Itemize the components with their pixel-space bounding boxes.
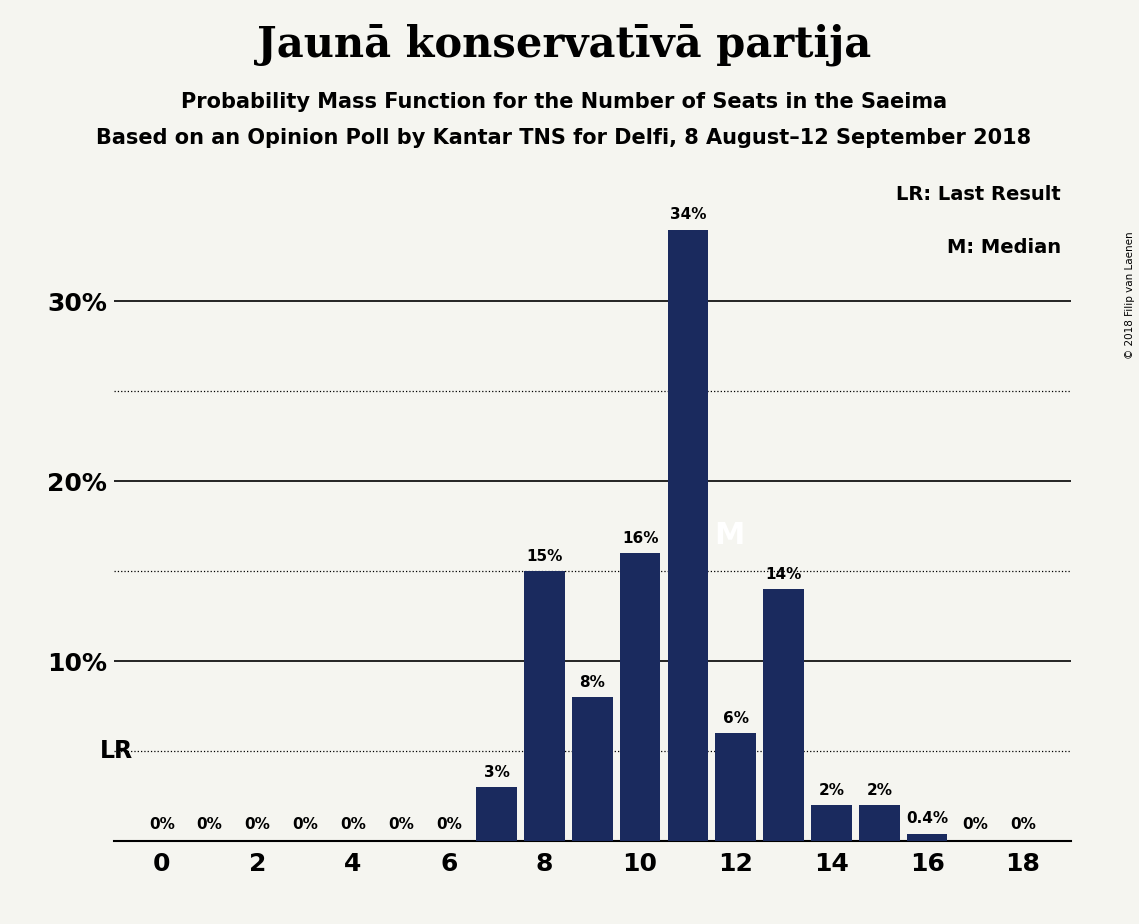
Text: © 2018 Filip van Laenen: © 2018 Filip van Laenen <box>1125 232 1134 359</box>
Text: Based on an Opinion Poll by Kantar TNS for Delfi, 8 August–12 September 2018: Based on an Opinion Poll by Kantar TNS f… <box>96 128 1032 148</box>
Text: 34%: 34% <box>670 207 706 223</box>
Text: 0%: 0% <box>1010 817 1035 832</box>
Text: 6%: 6% <box>723 711 748 725</box>
Text: 15%: 15% <box>526 549 563 564</box>
Text: 0%: 0% <box>149 817 174 832</box>
Text: 0.4%: 0.4% <box>907 811 948 826</box>
Text: 0%: 0% <box>245 817 270 832</box>
Bar <box>715 733 756 841</box>
Text: Probability Mass Function for the Number of Seats in the Saeima: Probability Mass Function for the Number… <box>181 92 947 113</box>
Bar <box>572 697 613 841</box>
Text: 8%: 8% <box>580 675 605 690</box>
Text: 0%: 0% <box>293 817 318 832</box>
Bar <box>907 833 948 841</box>
Bar <box>859 805 900 841</box>
Text: 0%: 0% <box>436 817 461 832</box>
Bar <box>620 553 661 841</box>
Bar <box>476 787 517 841</box>
Bar <box>811 805 852 841</box>
Text: 2%: 2% <box>819 783 844 797</box>
Text: M: M <box>714 520 745 550</box>
Text: 16%: 16% <box>622 531 658 546</box>
Bar <box>524 571 565 841</box>
Text: 0%: 0% <box>341 817 366 832</box>
Text: 3%: 3% <box>484 765 509 780</box>
Text: 0%: 0% <box>197 817 222 832</box>
Text: LR: LR <box>99 739 132 763</box>
Text: M: Median: M: Median <box>947 238 1062 258</box>
Text: LR: Last Result: LR: Last Result <box>896 185 1062 203</box>
Bar <box>763 590 804 841</box>
Text: 0%: 0% <box>388 817 413 832</box>
Text: 0%: 0% <box>962 817 988 832</box>
Text: 14%: 14% <box>765 567 802 582</box>
Bar <box>667 229 708 841</box>
Text: Jaunā konservatīvā partija: Jaunā konservatīvā partija <box>256 23 871 66</box>
Text: 2%: 2% <box>867 783 892 797</box>
